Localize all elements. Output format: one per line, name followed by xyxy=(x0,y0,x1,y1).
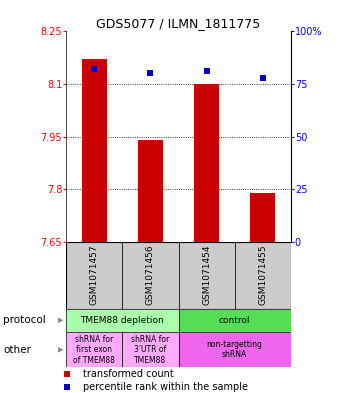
Text: non-targetting
shRNA: non-targetting shRNA xyxy=(207,340,262,360)
Text: shRNA for
3'UTR of
TMEM88: shRNA for 3'UTR of TMEM88 xyxy=(131,335,170,365)
Bar xyxy=(178,332,291,367)
Text: GSM1071455: GSM1071455 xyxy=(258,245,267,305)
Bar xyxy=(66,332,122,367)
Bar xyxy=(122,242,178,309)
Bar xyxy=(138,140,163,242)
Bar xyxy=(66,309,178,332)
Text: control: control xyxy=(219,316,250,325)
Text: shRNA for
first exon
of TMEM88: shRNA for first exon of TMEM88 xyxy=(73,335,115,365)
Bar xyxy=(66,242,122,309)
Text: TMEM88 depletion: TMEM88 depletion xyxy=(81,316,164,325)
Title: GDS5077 / ILMN_1811775: GDS5077 / ILMN_1811775 xyxy=(96,17,261,30)
Bar xyxy=(178,242,235,309)
Text: other: other xyxy=(3,345,31,355)
Text: transformed count: transformed count xyxy=(83,369,174,379)
Text: GSM1071456: GSM1071456 xyxy=(146,245,155,305)
Text: protocol: protocol xyxy=(3,315,46,325)
Bar xyxy=(82,59,107,242)
Bar xyxy=(194,84,219,242)
Bar xyxy=(250,193,275,242)
Bar xyxy=(235,242,291,309)
Bar xyxy=(122,332,178,367)
Text: percentile rank within the sample: percentile rank within the sample xyxy=(83,382,248,391)
Text: GSM1071457: GSM1071457 xyxy=(90,245,99,305)
Bar xyxy=(178,309,291,332)
Text: GSM1071454: GSM1071454 xyxy=(202,245,211,305)
